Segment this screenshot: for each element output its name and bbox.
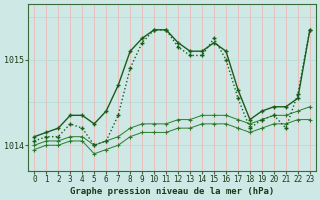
X-axis label: Graphe pression niveau de la mer (hPa): Graphe pression niveau de la mer (hPa)	[70, 187, 274, 196]
